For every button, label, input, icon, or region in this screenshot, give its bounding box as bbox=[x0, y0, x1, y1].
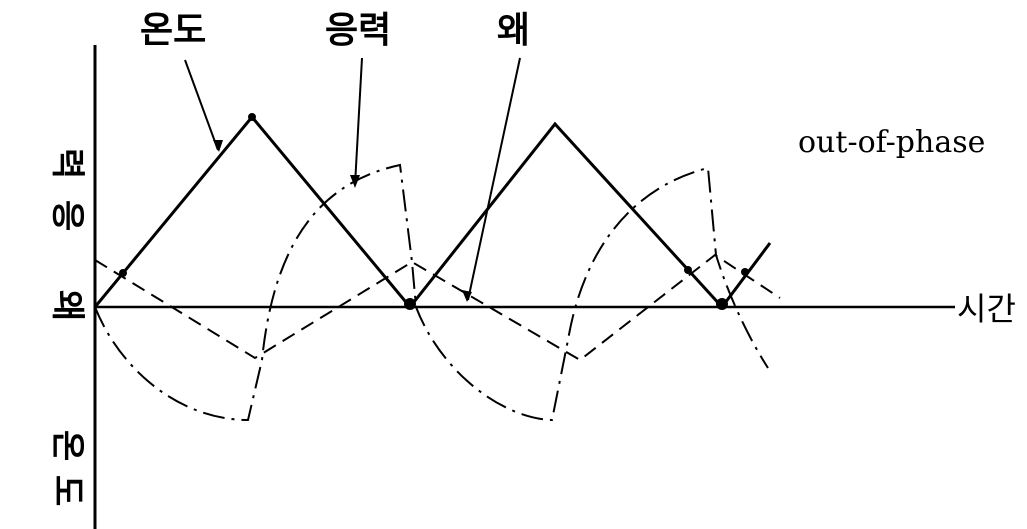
y-label-strain: 왜 bbox=[47, 290, 87, 321]
strain-label: 왜 bbox=[497, 10, 530, 51]
y-label-temp-bottom: 도 bbox=[47, 475, 87, 506]
stress-curve bbox=[94, 163, 769, 422]
stress-label: 응력 bbox=[325, 10, 391, 51]
curve-markers bbox=[119, 113, 749, 310]
y-label-temp-top: 온 bbox=[47, 430, 87, 461]
time-axis-label: 시간 bbox=[957, 290, 1016, 328]
y-label-stress-top: 응 bbox=[47, 200, 87, 231]
temperature-label: 온도 bbox=[140, 10, 206, 51]
strain-curve bbox=[94, 253, 781, 362]
leader-lines bbox=[184, 57, 521, 301]
temperature-curve bbox=[93, 114, 772, 310]
phase-label: out-of-phase bbox=[798, 125, 985, 160]
y-label-stress-bottom: 력 bbox=[47, 148, 87, 179]
leader-arrows bbox=[213, 140, 472, 302]
